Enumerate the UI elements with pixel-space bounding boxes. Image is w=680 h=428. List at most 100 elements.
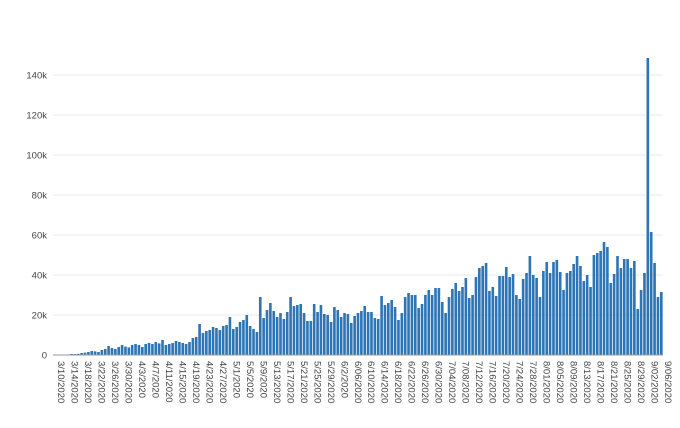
bar — [653, 263, 656, 355]
x-tick-label: 5/25/2020 — [311, 361, 322, 403]
bar — [134, 344, 137, 355]
bar — [188, 342, 191, 355]
bar — [232, 329, 235, 355]
bar — [421, 304, 424, 355]
bar — [313, 304, 316, 355]
bar — [498, 276, 501, 355]
bar — [90, 351, 93, 355]
y-tick-label: 20k — [32, 311, 48, 322]
bar — [144, 344, 147, 355]
bar — [529, 256, 532, 355]
bar — [444, 313, 447, 355]
x-tick-label: 7/28/2020 — [527, 361, 538, 403]
x-tick-label: 8/01/2020 — [540, 361, 551, 403]
bar — [545, 262, 548, 355]
bar — [508, 277, 511, 355]
bar — [522, 279, 525, 355]
x-tick-label: 5/29/2020 — [325, 361, 336, 403]
bar — [165, 345, 168, 355]
bar — [525, 273, 528, 355]
bar — [121, 345, 124, 355]
bar — [448, 297, 451, 355]
bar — [512, 274, 515, 355]
bar — [451, 289, 454, 355]
bar — [195, 337, 198, 355]
x-tick-label: 6/26/2020 — [419, 361, 430, 403]
bar — [276, 317, 279, 355]
bar — [647, 58, 650, 355]
x-tick-label: 3/26/2020 — [109, 361, 120, 403]
bar — [111, 348, 114, 355]
bar — [502, 276, 505, 355]
bar — [333, 307, 336, 355]
bar — [559, 272, 562, 355]
bar — [208, 330, 211, 355]
bar — [572, 264, 575, 355]
bar — [518, 299, 521, 355]
y-tick-label: 40k — [32, 271, 48, 282]
x-tick-label: 3/18/2020 — [82, 361, 93, 403]
bar — [603, 242, 606, 355]
x-tick-label: 9/02/2020 — [648, 361, 659, 403]
bar — [387, 303, 390, 355]
bar — [293, 306, 296, 355]
bar — [198, 324, 201, 355]
bar — [411, 295, 414, 355]
bar — [252, 329, 255, 355]
y-tick-label: 120k — [26, 111, 47, 122]
y-tick-label: 80k — [32, 191, 48, 202]
bar — [124, 347, 127, 355]
x-tick-label: 7/20/2020 — [500, 361, 511, 403]
bar — [623, 259, 626, 355]
bar — [272, 311, 275, 355]
bar — [256, 332, 259, 355]
bar — [566, 273, 569, 355]
bar — [562, 290, 565, 355]
x-tick-label: 6/10/2020 — [365, 361, 376, 403]
bar — [478, 268, 481, 355]
x-tick-label: 4/15/2020 — [177, 361, 188, 403]
bar — [380, 296, 383, 355]
bar — [192, 338, 195, 355]
bar — [633, 261, 636, 355]
bar — [596, 253, 599, 355]
x-tick-label: 6/2/2020 — [338, 361, 349, 398]
bar — [569, 271, 572, 355]
x-tick-label: 4/23/2020 — [203, 361, 214, 403]
bar — [549, 273, 552, 355]
y-tick-label: 60k — [32, 231, 48, 242]
bar — [360, 311, 363, 355]
bar — [259, 297, 262, 355]
bar — [599, 251, 602, 355]
bar — [636, 309, 639, 355]
bar — [620, 268, 623, 355]
bar — [225, 325, 228, 355]
bar — [357, 313, 360, 355]
bar — [336, 310, 339, 355]
x-tick-label: 5/1/2020 — [230, 361, 241, 398]
x-tick-label: 8/05/2020 — [554, 361, 565, 403]
bar — [481, 266, 484, 355]
bar — [205, 331, 208, 355]
y-tick-label: 140k — [26, 71, 47, 82]
bar — [461, 287, 464, 355]
bar — [289, 297, 292, 355]
bar — [296, 305, 299, 355]
y-tick-label: 100k — [26, 151, 47, 162]
bar — [128, 347, 131, 355]
bar — [407, 293, 410, 355]
bars — [57, 58, 663, 355]
bar — [148, 343, 151, 355]
bar — [374, 318, 377, 355]
x-tick-label: 3/14/2020 — [69, 361, 80, 403]
bar — [579, 266, 582, 355]
bar — [475, 277, 478, 355]
bar — [606, 247, 609, 355]
bar — [316, 312, 319, 355]
bar — [576, 256, 579, 355]
bar — [350, 323, 353, 355]
bar — [94, 351, 97, 355]
bar — [340, 317, 343, 355]
bar — [630, 268, 633, 355]
